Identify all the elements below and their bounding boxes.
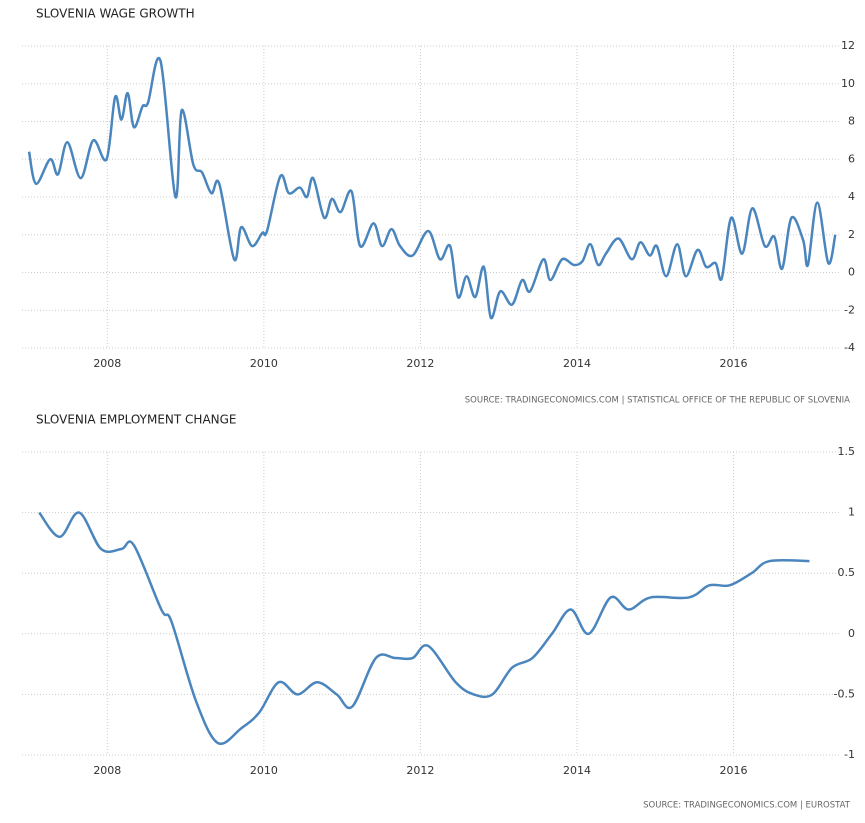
x-tick-label: 2016 <box>720 764 748 777</box>
x-tick-label: 2014 <box>563 764 591 777</box>
y-tick-label: 1.5 <box>838 445 856 458</box>
y-tick-label: -2 <box>844 303 855 316</box>
chart-title: SLOVENIA WAGE GROWTH <box>36 7 195 21</box>
source-note: SOURCE: TRADINGECONOMICS.COM | EUROSTAT <box>643 801 851 811</box>
x-tick-label: 2014 <box>563 357 591 370</box>
y-tick-label: 6 <box>848 152 855 165</box>
y-tick-label: 0.5 <box>838 566 856 579</box>
y-tick-label: -0.5 <box>834 687 855 700</box>
y-tick-label: -1 <box>844 748 855 761</box>
x-tick-label: 2008 <box>93 357 121 370</box>
x-tick-label: 2010 <box>250 357 278 370</box>
y-tick-label: 8 <box>848 115 855 128</box>
data-line <box>38 511 810 746</box>
y-tick-label: 2 <box>848 228 855 241</box>
y-tick-label: 12 <box>841 39 855 52</box>
y-tick-label: 0 <box>848 266 855 279</box>
source-note: SOURCE: TRADINGECONOMICS.COM | STATISTIC… <box>465 396 850 406</box>
y-tick-label: 10 <box>841 77 855 90</box>
y-tick-label: 1 <box>848 506 855 519</box>
x-tick-label: 2012 <box>406 357 434 370</box>
data-line <box>27 56 837 320</box>
y-tick-label: 0 <box>848 627 855 640</box>
x-tick-label: 2012 <box>406 764 434 777</box>
x-tick-label: 2010 <box>250 764 278 777</box>
chart-title: SLOVENIA EMPLOYMENT CHANGE <box>36 413 237 427</box>
y-tick-label: -4 <box>844 341 855 354</box>
y-tick-label: 4 <box>848 190 855 203</box>
x-tick-label: 2008 <box>93 764 121 777</box>
x-tick-label: 2016 <box>720 357 748 370</box>
